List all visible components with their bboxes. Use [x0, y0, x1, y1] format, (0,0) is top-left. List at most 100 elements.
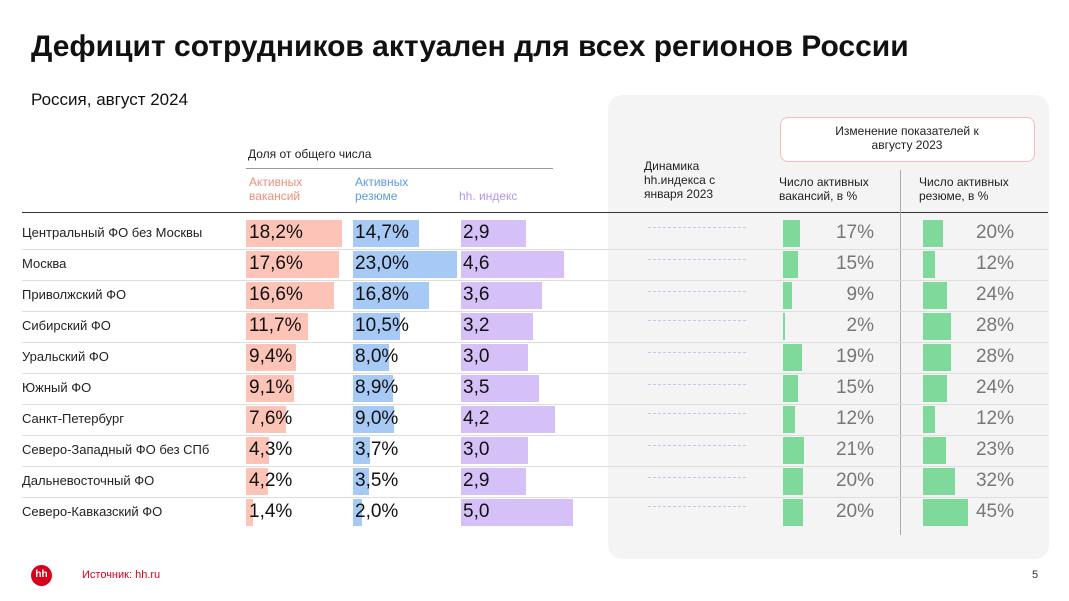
resume-change-bar [923, 405, 935, 433]
hh-index-bar [461, 436, 529, 464]
vacancy-share-label: 16,6% [249, 284, 303, 305]
hh-index-label: 4,6 [463, 253, 490, 274]
resume-share-label: 8,0% [355, 346, 399, 367]
resume-change-label: 24% [975, 377, 1014, 398]
sparkline [648, 352, 746, 353]
header-rule [22, 212, 1048, 213]
region-label: Приволжский ФО [22, 287, 127, 302]
change-header: Изменение показателей к августу 2023 [835, 124, 979, 152]
vacancy-share-label: 9,1% [249, 377, 293, 398]
sparkline [648, 445, 746, 446]
resume-change-label: 20% [975, 222, 1014, 243]
sparkline [648, 291, 746, 292]
hh-index-bar [461, 281, 542, 309]
vacancy-change-label: 9% [846, 284, 874, 305]
row-rule [22, 341, 1048, 343]
resume-change-label: 28% [975, 346, 1014, 367]
share-rule [246, 168, 553, 169]
sparkline [648, 506, 746, 507]
hh-index-bar [461, 374, 540, 402]
hh-index-bar [461, 467, 526, 495]
vacancy-share-bar [246, 467, 269, 495]
sparkline [648, 477, 746, 478]
vacancy-change-label: 19% [835, 346, 874, 367]
vacancy-share-label: 11,7% [249, 315, 302, 336]
vacancy-change-label: 12% [835, 408, 874, 429]
vacancy-share-bar [246, 343, 296, 371]
resume-share-bar [353, 498, 362, 526]
vacancy-share-label: 9,4% [249, 346, 293, 367]
resume-change-label: 45% [975, 501, 1014, 522]
vacancy-change-label: 20% [835, 470, 874, 491]
resume-share-label: 3,7% [355, 439, 399, 460]
resume-share-label: 16,8% [355, 284, 409, 305]
col-header: Число активных резюме, в % [919, 175, 1009, 203]
hh-index-label: 3,2 [463, 315, 490, 336]
resume-share-label: 3,5% [355, 470, 399, 491]
vacancy-share-bar [246, 219, 343, 247]
resume-change-bar [923, 250, 935, 278]
resume-share-label: 10,5% [355, 315, 409, 336]
row-rule [22, 403, 1048, 405]
vacancy-change-bar [783, 436, 804, 464]
hh-index-bar [461, 312, 533, 340]
hh-index-bar [461, 250, 565, 278]
sparkline [648, 320, 746, 321]
row-rule [22, 465, 1048, 467]
vacancy-change-bar [783, 312, 785, 340]
resume-share-label: 14,7% [355, 222, 409, 243]
vacancy-change-label: 17% [835, 222, 874, 243]
vacancy-share-bar [246, 250, 340, 278]
vacancy-change-bar [783, 467, 803, 495]
resume-change-bar [923, 343, 951, 371]
region-label: Москва [22, 256, 67, 271]
vacancy-change-bar [783, 281, 792, 309]
resume-change-label: 12% [975, 253, 1014, 274]
sparkline [648, 384, 746, 385]
hh-index-bar [461, 343, 529, 371]
vacancy-change-label: 21% [835, 439, 874, 460]
col-header: Активных резюме [355, 175, 409, 203]
col-header: hh. индекс [459, 189, 518, 203]
col-header: Активных вакансий [249, 175, 303, 203]
vacancy-share-label: 1,4% [249, 501, 293, 522]
vacancy-change-label: 2% [846, 315, 874, 336]
resume-change-label: 32% [975, 470, 1014, 491]
resume-share-bar [353, 467, 369, 495]
resume-share-bar [353, 219, 420, 247]
vacancy-change-bar [783, 498, 803, 526]
resume-change-bar [923, 219, 943, 247]
region-label: Северо-Западный ФО без СПб [22, 442, 210, 457]
resume-share-bar [353, 281, 429, 309]
resume-share-label: 23,0% [355, 253, 409, 274]
vacancy-change-bar [783, 219, 800, 247]
vacancy-share-bar [246, 498, 254, 526]
sparkline [648, 413, 746, 414]
resume-share-label: 8,9% [355, 377, 399, 398]
row-rule [22, 372, 1048, 374]
resume-share-bar [353, 250, 457, 278]
row-rule [22, 434, 1048, 436]
region-label: Дальневосточный ФО [22, 473, 155, 488]
resume-change-label: 24% [975, 284, 1014, 305]
vacancy-change-bar [783, 250, 798, 278]
logo-text: hh [35, 569, 48, 580]
resume-share-bar [353, 312, 401, 340]
hh-index-label: 5,0 [463, 501, 490, 522]
hh-index-bar [461, 498, 573, 526]
resume-share-bar [353, 405, 394, 433]
vacancy-share-label: 4,3% [249, 439, 293, 460]
resume-change-label: 12% [975, 408, 1014, 429]
region-label: Сибирский ФО [22, 318, 111, 333]
region-label: Уральский ФО [22, 349, 109, 364]
resume-share-bar [353, 374, 394, 402]
resume-change-label: 28% [975, 315, 1014, 336]
vacancy-change-label: 15% [835, 377, 874, 398]
vacancy-share-bar [246, 312, 308, 340]
logo-circle [31, 565, 52, 586]
row-rule [22, 310, 1048, 312]
panel [608, 95, 1049, 559]
hh-index-label: 3,6 [463, 284, 490, 305]
resume-share-label: 9,0% [355, 408, 399, 429]
